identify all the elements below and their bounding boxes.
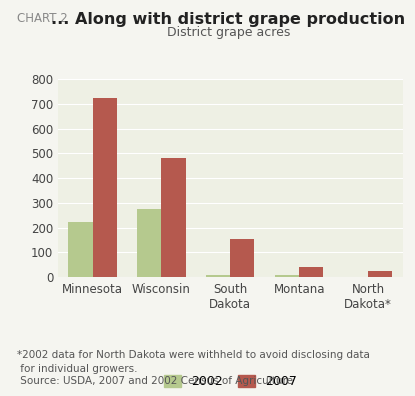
- Text: for individual growers.: for individual growers.: [17, 364, 137, 373]
- Bar: [206, 275, 230, 277]
- Text: *2002 data for North Dakota were withheld to avoid disclosing data: *2002 data for North Dakota were withhel…: [17, 350, 369, 360]
- Bar: [161, 158, 186, 277]
- Text: CHART 2: CHART 2: [17, 12, 67, 25]
- Text: ... Along with district grape production: ... Along with district grape production: [51, 12, 405, 27]
- Bar: [299, 267, 323, 277]
- Bar: [368, 271, 392, 277]
- Bar: [68, 221, 93, 277]
- Text: Source: USDA, 2007 and 2002 Census of Agriculture: Source: USDA, 2007 and 2002 Census of Ag…: [17, 376, 293, 386]
- Legend: 2002, 2007: 2002, 2007: [164, 375, 297, 388]
- Bar: [137, 209, 161, 277]
- Bar: [93, 98, 117, 277]
- Bar: [275, 275, 299, 277]
- Text: District grape acres: District grape acres: [166, 26, 290, 39]
- Bar: [230, 239, 254, 277]
